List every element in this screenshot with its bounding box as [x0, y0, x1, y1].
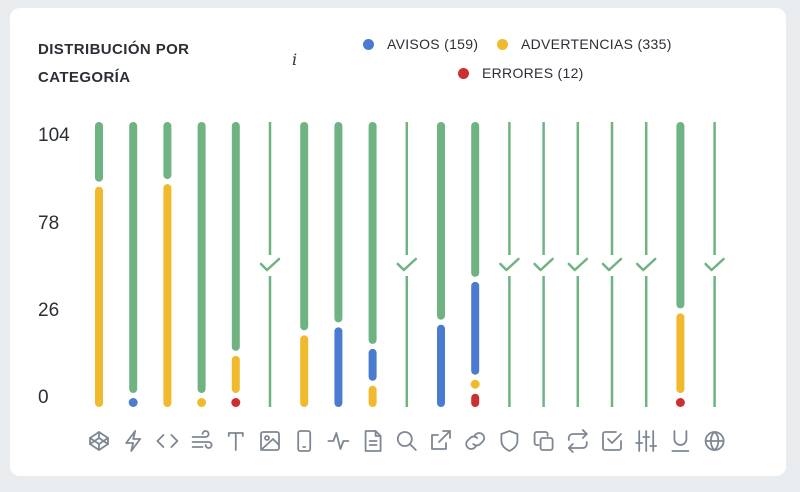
external-link-icon[interactable] [431, 430, 451, 450]
chart-card [10, 8, 786, 476]
check-mark [396, 257, 418, 272]
legend-label-avisos: AVISOS [387, 36, 440, 52]
link-icon[interactable] [465, 432, 486, 450]
bar-advertencias [197, 398, 207, 407]
mobile-icon[interactable] [297, 430, 312, 452]
codepen-icon[interactable] [89, 431, 109, 451]
legend-dot-errores [458, 67, 469, 79]
globe-icon[interactable] [704, 431, 725, 451]
document-icon[interactable] [364, 430, 382, 452]
legend-item-errores[interactable]: ERRORES (12) [458, 65, 584, 81]
wind-icon[interactable] [191, 430, 213, 449]
bar-errores [231, 398, 241, 407]
code-icon[interactable] [156, 434, 179, 448]
checkbox-icon[interactable] [602, 431, 622, 451]
y-tick-label: 26 [38, 300, 59, 321]
check-mark [635, 257, 657, 272]
bar-avisos [334, 327, 343, 407]
legend-dot-avisos [363, 38, 374, 50]
shield-icon[interactable] [500, 430, 519, 452]
bar-advertencias [95, 186, 103, 407]
activity-icon[interactable] [327, 432, 350, 450]
check-mark [567, 257, 589, 272]
bar-advertencias [368, 385, 377, 407]
legend-dot-advertencias [497, 38, 508, 50]
chart-title-line: DISTRIBUCIÓN POR [38, 41, 190, 58]
y-tick-label: 0 [38, 387, 49, 408]
legend-item-advertencias[interactable]: ADVERTENCIAS (335) [497, 36, 672, 52]
bar-errores [471, 393, 480, 407]
legend-label-advertencias: ADVERTENCIAS [521, 36, 634, 52]
bar-avisos [437, 324, 445, 407]
bar-advertencias [163, 184, 172, 407]
sliders-icon[interactable] [635, 430, 658, 452]
bar-ok [300, 122, 309, 331]
info-icon[interactable]: i [292, 50, 298, 69]
repeat-icon[interactable] [567, 429, 588, 453]
lightning-icon[interactable] [125, 430, 142, 452]
bar-advertencias [300, 335, 309, 407]
chart-title: DISTRIBUCIÓN POR CATEGORÍA [38, 36, 238, 92]
bar-ok [437, 122, 445, 320]
bar-ok [676, 122, 685, 309]
legend-count-errores: (12) [557, 65, 584, 81]
search-icon[interactable] [396, 431, 417, 451]
underline-icon[interactable] [671, 430, 690, 452]
check-mark [499, 257, 520, 272]
text-icon[interactable] [227, 432, 244, 451]
bar-ok [129, 122, 138, 393]
bar-ok [197, 122, 206, 393]
check-mark [533, 257, 554, 272]
legend-item-avisos[interactable]: AVISOS (159) [363, 36, 478, 52]
bar-ok [231, 122, 240, 351]
bar-ok [163, 122, 172, 180]
bar-avisos [368, 348, 377, 381]
y-tick-label: 78 [38, 213, 59, 234]
bar-errores [675, 398, 685, 407]
check-mark [259, 257, 281, 272]
y-tick-label: 104 [38, 125, 70, 146]
bar-ok [368, 122, 377, 344]
bar-ok [334, 122, 343, 323]
bar-avisos [471, 281, 480, 375]
bar-ok [471, 122, 480, 277]
bar-ok [95, 122, 103, 182]
bar-advertencias [231, 355, 240, 393]
bar-avisos [128, 398, 138, 407]
check-mark [601, 257, 623, 272]
check-mark [704, 257, 725, 272]
image-icon[interactable] [260, 431, 280, 451]
bar-advertencias [676, 313, 685, 393]
legend-label-errores: ERRORES [482, 65, 554, 81]
copy-icon[interactable] [533, 431, 554, 451]
bar-advertencias [470, 379, 480, 389]
legend-count-advertencias: (335) [637, 36, 672, 52]
chart-title-line: CATEGORÍA [38, 69, 131, 86]
legend-count-avisos: (159) [444, 36, 479, 52]
